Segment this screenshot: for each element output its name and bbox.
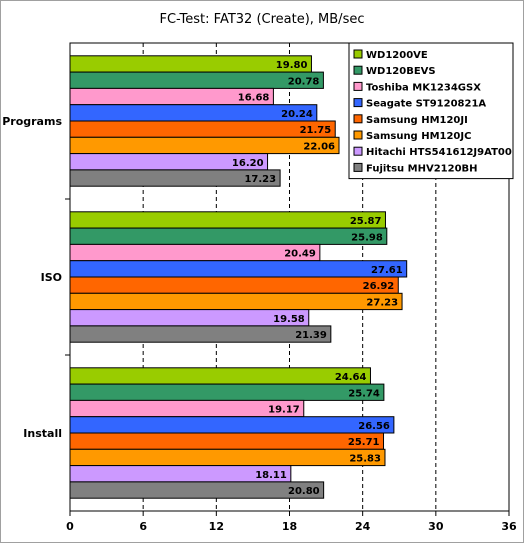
data-label-iso-samsung-hm120jc: 27.23 [366, 297, 398, 308]
data-label-install-fujitsu-mhv2120bh: 20.80 [288, 486, 320, 497]
legend-swatch-samsung-hm120jc [353, 130, 363, 140]
bar-install-fujitsu-mhv2120bh [69, 481, 325, 499]
data-label-iso-seagate-st9120821a: 27.61 [371, 265, 403, 276]
bar-iso-wd1200ve [69, 211, 386, 229]
bar-iso-samsung-hm120ji [69, 276, 399, 294]
category-label-install: Install [23, 427, 62, 440]
bar-install-seagate-st9120821a [69, 416, 395, 434]
x-tick-label-36: 36 [501, 520, 517, 533]
legend-swatch-fujitsu-mhv2120bh [353, 162, 363, 172]
data-label-install-wd120bevs: 25.74 [348, 388, 380, 399]
data-label-programs-seagate-st9120821a: 20.24 [281, 109, 313, 120]
data-label-install-toshiba-mk1234gsx: 19.17 [268, 405, 300, 416]
data-label-iso-samsung-hm120ji: 26.92 [363, 281, 395, 292]
legend-entry-seagate-st9120821a: Seagate ST9120821A [366, 99, 486, 110]
bar-programs-samsung-hm120ji [69, 120, 336, 138]
data-label-install-samsung-hm120jc: 25.83 [349, 453, 381, 464]
legend-swatch-toshiba-mk1234gsx [353, 81, 363, 91]
x-tick-label-30: 30 [428, 520, 444, 533]
data-label-install-wd1200ve: 24.64 [335, 372, 367, 383]
legend-swatch-wd1200ve [353, 49, 363, 59]
legend-entry-wd120bevs: WD120BEVS [366, 66, 436, 77]
data-label-programs-fujitsu-mhv2120bh: 17.23 [244, 174, 276, 185]
bar-iso-seagate-st9120821a [69, 260, 408, 278]
bar-programs-seagate-st9120821a [69, 104, 318, 122]
data-label-iso-hitachi-hts541612j9at00: 19.58 [273, 314, 305, 325]
bar-install-wd1200ve [69, 367, 371, 385]
data-label-install-samsung-hm120ji: 25.71 [348, 437, 380, 448]
bar-install-samsung-hm120ji [69, 432, 385, 450]
bar-install-wd120bevs [69, 383, 385, 401]
legend-entry-samsung-hm120ji: Samsung HM120JI [366, 115, 468, 126]
legend-swatch-samsung-hm120ji [353, 114, 363, 124]
data-label-programs-samsung-hm120ji: 21.75 [300, 125, 332, 136]
data-label-programs-toshiba-mk1234gsx: 16.68 [238, 93, 270, 104]
bar-install-samsung-hm120jc [69, 448, 386, 467]
data-label-programs-hitachi-hts541612j9at00: 16.20 [232, 158, 264, 169]
legend-box [348, 42, 514, 180]
x-tick-label-24: 24 [355, 520, 371, 533]
category-label-programs: Programs [2, 115, 62, 128]
data-label-programs-wd120bevs: 20.78 [288, 76, 320, 87]
legend-swatch-seagate-st9120821a [353, 98, 363, 108]
legend-entry-hitachi-hts541612j9at00: Hitachi HTS541612J9AT00 [366, 147, 512, 158]
data-label-iso-fujitsu-mhv2120bh: 21.39 [295, 330, 327, 341]
bar-iso-samsung-hm120jc [69, 292, 403, 311]
category-label-iso: ISO [41, 271, 62, 284]
bar-iso-fujitsu-mhv2120bh [69, 325, 332, 343]
legend-swatch-hitachi-hts541612j9at00 [353, 146, 363, 156]
data-label-iso-toshiba-mk1234gsx: 20.49 [284, 249, 316, 260]
data-label-install-seagate-st9120821a: 26.56 [358, 421, 390, 432]
x-tick-label-0: 0 [66, 520, 74, 533]
legend-entry-toshiba-mk1234gsx: Toshiba MK1234GSX [366, 82, 481, 93]
bar-programs-samsung-hm120jc [69, 136, 340, 155]
legend-entry-samsung-hm120jc: Samsung HM120JC [366, 131, 471, 142]
chart-title: FC-Test: FAT32 (Create), MB/sec [160, 12, 365, 27]
x-tick-label-12: 12 [209, 520, 224, 533]
bar-iso-wd120bevs [69, 227, 388, 245]
legend-swatch-wd120bevs [353, 65, 363, 75]
data-label-programs-wd1200ve: 19.80 [276, 60, 308, 71]
data-label-programs-samsung-hm120jc: 22.06 [303, 141, 335, 152]
data-label-iso-wd120bevs: 25.98 [351, 232, 383, 243]
data-label-iso-wd1200ve: 25.87 [350, 216, 382, 227]
bar-iso-toshiba-mk1234gsx [69, 243, 321, 262]
legend-entry-fujitsu-mhv2120bh: Fujitsu MHV2120BH [366, 163, 478, 174]
bar-programs-wd120bevs [69, 71, 324, 89]
legend-entry-wd1200ve: WD1200VE [366, 50, 428, 61]
x-tick-label-18: 18 [282, 520, 297, 533]
x-tick-label-6: 6 [139, 520, 147, 533]
data-label-install-hitachi-hts541612j9at00: 18.11 [255, 470, 287, 481]
